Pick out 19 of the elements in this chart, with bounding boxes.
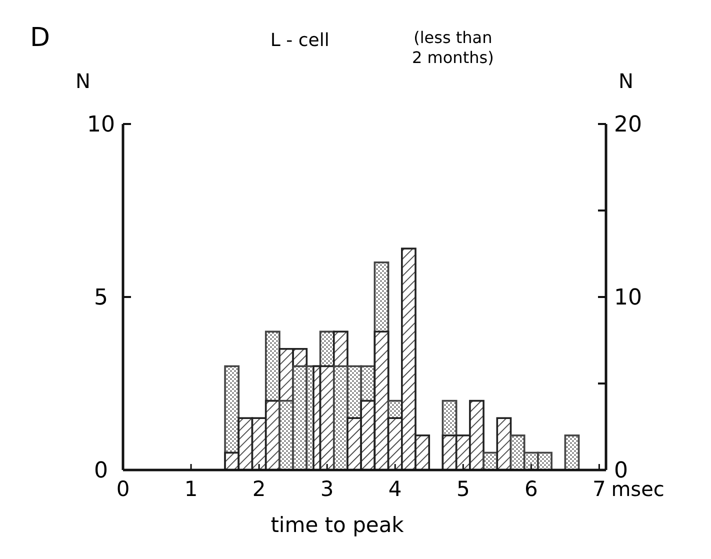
x-tick-label: 4: [388, 477, 402, 501]
y-tick-label: 10: [87, 112, 115, 138]
y2-tick-label: 10: [614, 286, 642, 311]
y-axis-title: N: [76, 69, 90, 93]
x-tick-label: 0: [116, 477, 130, 501]
y2-tick-label: 20: [614, 112, 642, 138]
y2-axis-title: N: [618, 69, 634, 93]
x-tick-label: 5: [456, 477, 470, 501]
text: D: [30, 23, 50, 53]
x-tick-label: 1: [184, 477, 198, 501]
chart-title: L - cell: [270, 30, 330, 51]
y-tick-label: 0: [94, 458, 108, 484]
chart-subtitle: (less than 2 months): [412, 28, 494, 67]
x-tick-label: 7: [592, 477, 606, 501]
y-tick-label: 5: [94, 286, 108, 311]
x-tick-label: 6: [524, 477, 538, 501]
x-tick-label: 3: [320, 477, 334, 501]
x-tick-label: 2: [252, 477, 266, 501]
x-axis-title: time to peak: [270, 513, 405, 537]
